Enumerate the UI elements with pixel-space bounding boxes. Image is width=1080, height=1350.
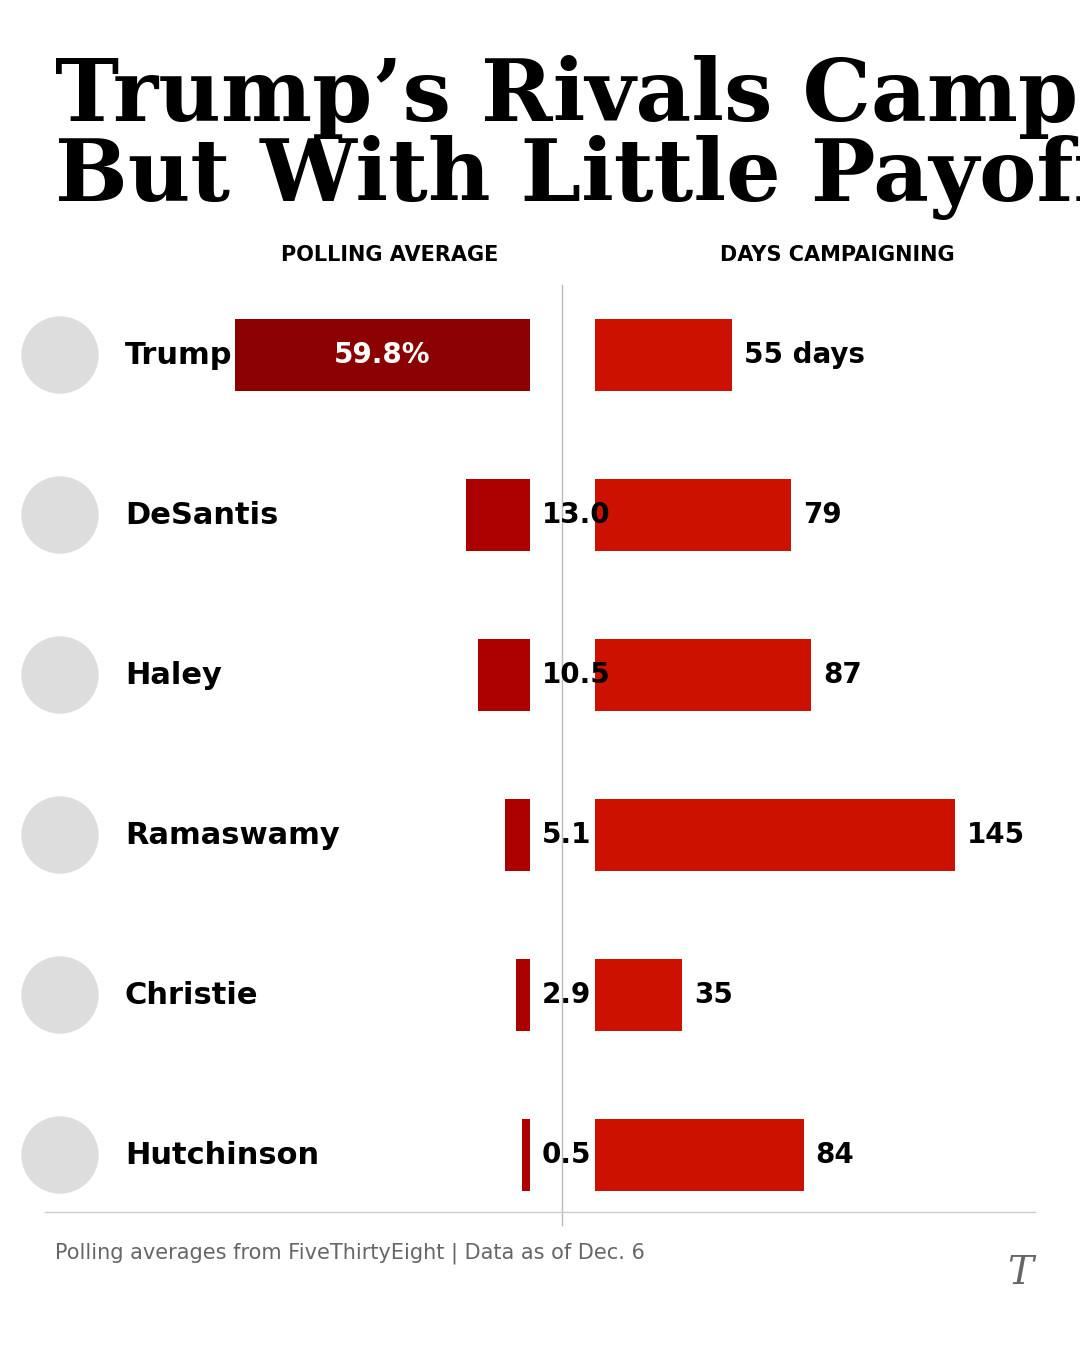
Text: 2.9: 2.9 xyxy=(542,981,591,1008)
Text: DeSantis: DeSantis xyxy=(125,501,279,529)
Circle shape xyxy=(22,477,98,554)
Bar xyxy=(522,1119,530,1191)
Bar xyxy=(595,958,681,1031)
Text: Haley: Haley xyxy=(125,660,221,690)
Text: 84: 84 xyxy=(815,1141,854,1169)
Circle shape xyxy=(22,957,98,1033)
Text: 55 days: 55 days xyxy=(743,342,865,369)
Text: 0.5: 0.5 xyxy=(542,1141,592,1169)
Text: Christie: Christie xyxy=(125,980,258,1010)
Text: Trump: Trump xyxy=(125,340,232,370)
Text: Ramaswamy: Ramaswamy xyxy=(125,821,340,849)
Bar xyxy=(465,479,530,551)
Text: 59.8%: 59.8% xyxy=(334,342,431,369)
Text: 79: 79 xyxy=(804,501,841,529)
Text: But With Little Payoff: But With Little Payoff xyxy=(55,135,1080,220)
Text: POLLING AVERAGE: POLLING AVERAGE xyxy=(281,244,499,265)
Bar xyxy=(595,479,792,551)
Bar xyxy=(595,639,811,711)
Bar xyxy=(515,958,530,1031)
Circle shape xyxy=(22,796,98,873)
Text: 10.5: 10.5 xyxy=(542,662,611,688)
Text: 145: 145 xyxy=(967,821,1025,849)
Bar xyxy=(504,799,530,871)
Text: Trump’s Rivals Campaign More,: Trump’s Rivals Campaign More, xyxy=(55,55,1080,140)
Circle shape xyxy=(22,317,98,393)
Circle shape xyxy=(22,1116,98,1193)
Text: T: T xyxy=(1007,1256,1032,1292)
Text: 87: 87 xyxy=(823,662,862,688)
Text: Polling averages from FiveThirtyEight | Data as of Dec. 6: Polling averages from FiveThirtyEight | … xyxy=(55,1242,645,1264)
Text: Hutchinson: Hutchinson xyxy=(125,1141,319,1169)
Text: 5.1: 5.1 xyxy=(542,821,592,849)
Bar xyxy=(478,639,530,711)
Bar xyxy=(595,319,731,391)
Bar xyxy=(595,799,955,871)
Text: DAYS CAMPAIGNING: DAYS CAMPAIGNING xyxy=(720,244,955,265)
Bar xyxy=(235,319,530,391)
Text: 13.0: 13.0 xyxy=(542,501,610,529)
Bar xyxy=(595,1119,804,1191)
Circle shape xyxy=(22,637,98,713)
Text: 35: 35 xyxy=(693,981,732,1008)
